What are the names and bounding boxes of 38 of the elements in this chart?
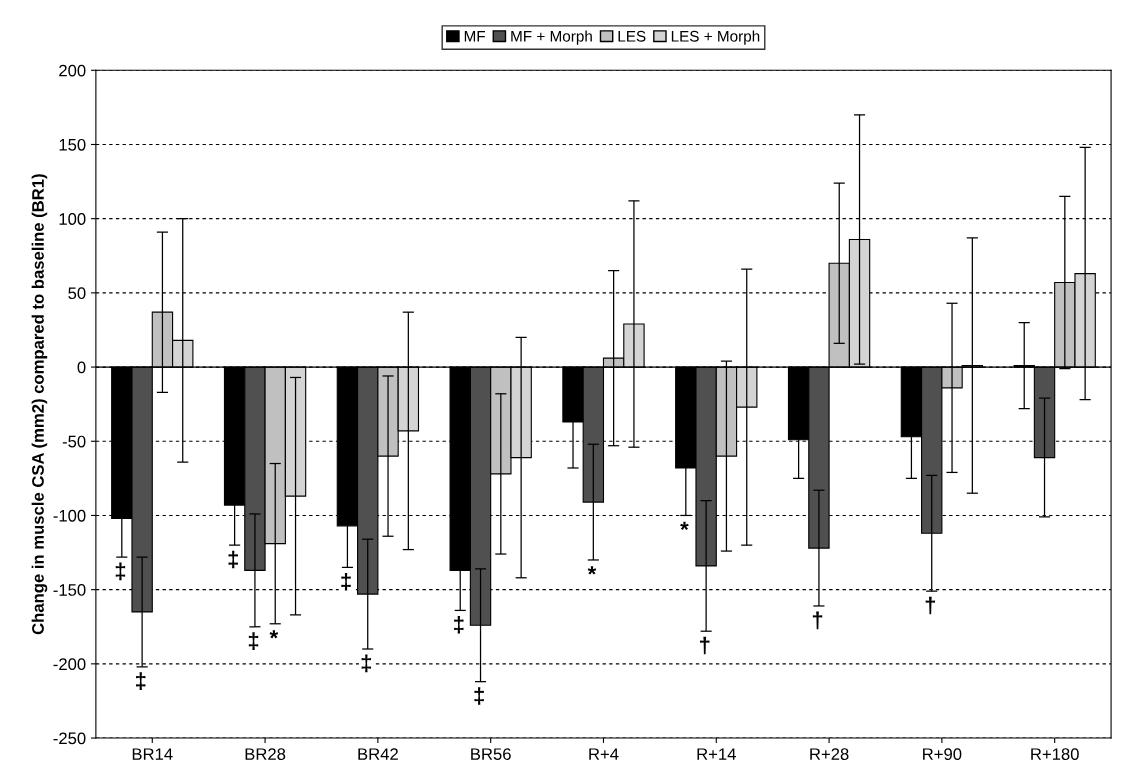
y-tick-label: 100 bbox=[59, 213, 86, 225]
y-tick-label: -50 bbox=[62, 435, 86, 448]
legend-label: LES + Morph bbox=[671, 30, 760, 45]
x-tick-label: R+14 bbox=[697, 748, 736, 760]
x-tick-label: R+28 bbox=[810, 748, 849, 761]
annotation: ‡ bbox=[361, 654, 372, 673]
y-tick-label: -100 bbox=[53, 509, 86, 522]
annotation: ‡ bbox=[136, 672, 146, 691]
y-tick-label: -150 bbox=[53, 584, 86, 596]
y-tick-label: 50 bbox=[68, 287, 86, 300]
legend-label: MF bbox=[464, 31, 486, 42]
annotation: † bbox=[925, 596, 936, 615]
annotation: † bbox=[812, 611, 823, 630]
y-axis-title: Change in muscle CSA (mm2) compared to baseline (BR1) bbox=[31, 174, 48, 635]
x-tick-label: R+90 bbox=[923, 748, 962, 761]
annotation: ‡ bbox=[474, 687, 484, 705]
annotation: * bbox=[269, 630, 279, 639]
x-tick-label: BR42 bbox=[358, 748, 398, 760]
annotation: ‡ bbox=[248, 632, 259, 650]
annotation: ‡ bbox=[454, 615, 464, 634]
legend-label: LES bbox=[618, 30, 646, 42]
annotation: * bbox=[587, 566, 597, 575]
x-tick-label: BR56 bbox=[471, 748, 511, 761]
annotation: † bbox=[700, 636, 710, 655]
x-tick-label: R+180 bbox=[1031, 748, 1079, 761]
y-tick-label: 150 bbox=[59, 138, 86, 151]
annotation: ‡ bbox=[115, 562, 126, 581]
legend-label: MF + Morph bbox=[511, 30, 592, 45]
annotation: ‡ bbox=[228, 550, 238, 569]
y-tick-label: -200 bbox=[53, 658, 86, 671]
x-tick-label: BR28 bbox=[245, 748, 286, 761]
y-tick-label: 200 bbox=[59, 64, 86, 77]
y-tick-label: -250 bbox=[53, 732, 86, 745]
y-tick-label: 0 bbox=[77, 361, 86, 374]
annotation: ‡ bbox=[341, 572, 351, 591]
x-tick-label: R+4 bbox=[589, 748, 619, 760]
x-tick-label: BR14 bbox=[132, 748, 173, 760]
annotation: * bbox=[680, 521, 689, 531]
